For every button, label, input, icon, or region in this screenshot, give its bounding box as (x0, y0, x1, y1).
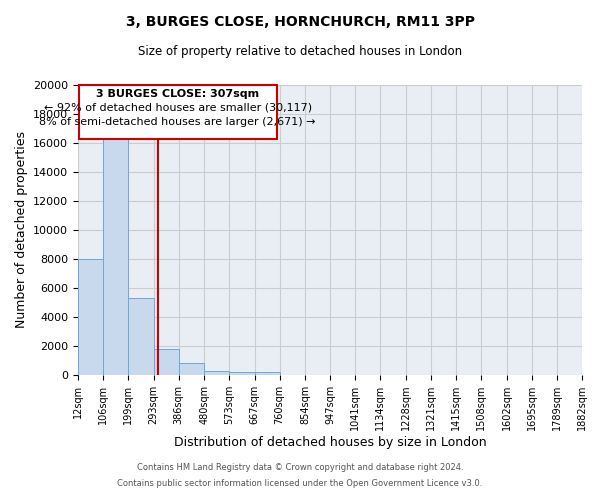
Bar (103, 136, 128, 375)
Text: 3 BURGES CLOSE: 307sqm: 3 BURGES CLOSE: 307sqm (96, 90, 259, 100)
Bar (79, 85, 277, 138)
Text: Contains public sector information licensed under the Open Government Licence v3: Contains public sector information licen… (118, 478, 482, 488)
Bar (204, 370, 229, 375)
Bar (154, 349, 179, 375)
Text: Size of property relative to detached houses in London: Size of property relative to detached ho… (138, 45, 462, 58)
Text: 8% of semi-detached houses are larger (2,671) →: 8% of semi-detached houses are larger (2… (40, 117, 316, 127)
Bar (229, 372, 254, 375)
Text: ← 92% of detached houses are smaller (30,117): ← 92% of detached houses are smaller (30… (44, 102, 312, 113)
Bar (78, 259, 103, 375)
Y-axis label: Number of detached properties: Number of detached properties (14, 132, 28, 328)
X-axis label: Distribution of detached houses by size in London: Distribution of detached houses by size … (173, 436, 487, 449)
Bar (179, 364, 204, 375)
Bar (128, 298, 154, 375)
Bar (254, 372, 280, 375)
Text: Contains HM Land Registry data © Crown copyright and database right 2024.: Contains HM Land Registry data © Crown c… (137, 464, 463, 472)
Text: 3, BURGES CLOSE, HORNCHURCH, RM11 3PP: 3, BURGES CLOSE, HORNCHURCH, RM11 3PP (125, 15, 475, 29)
